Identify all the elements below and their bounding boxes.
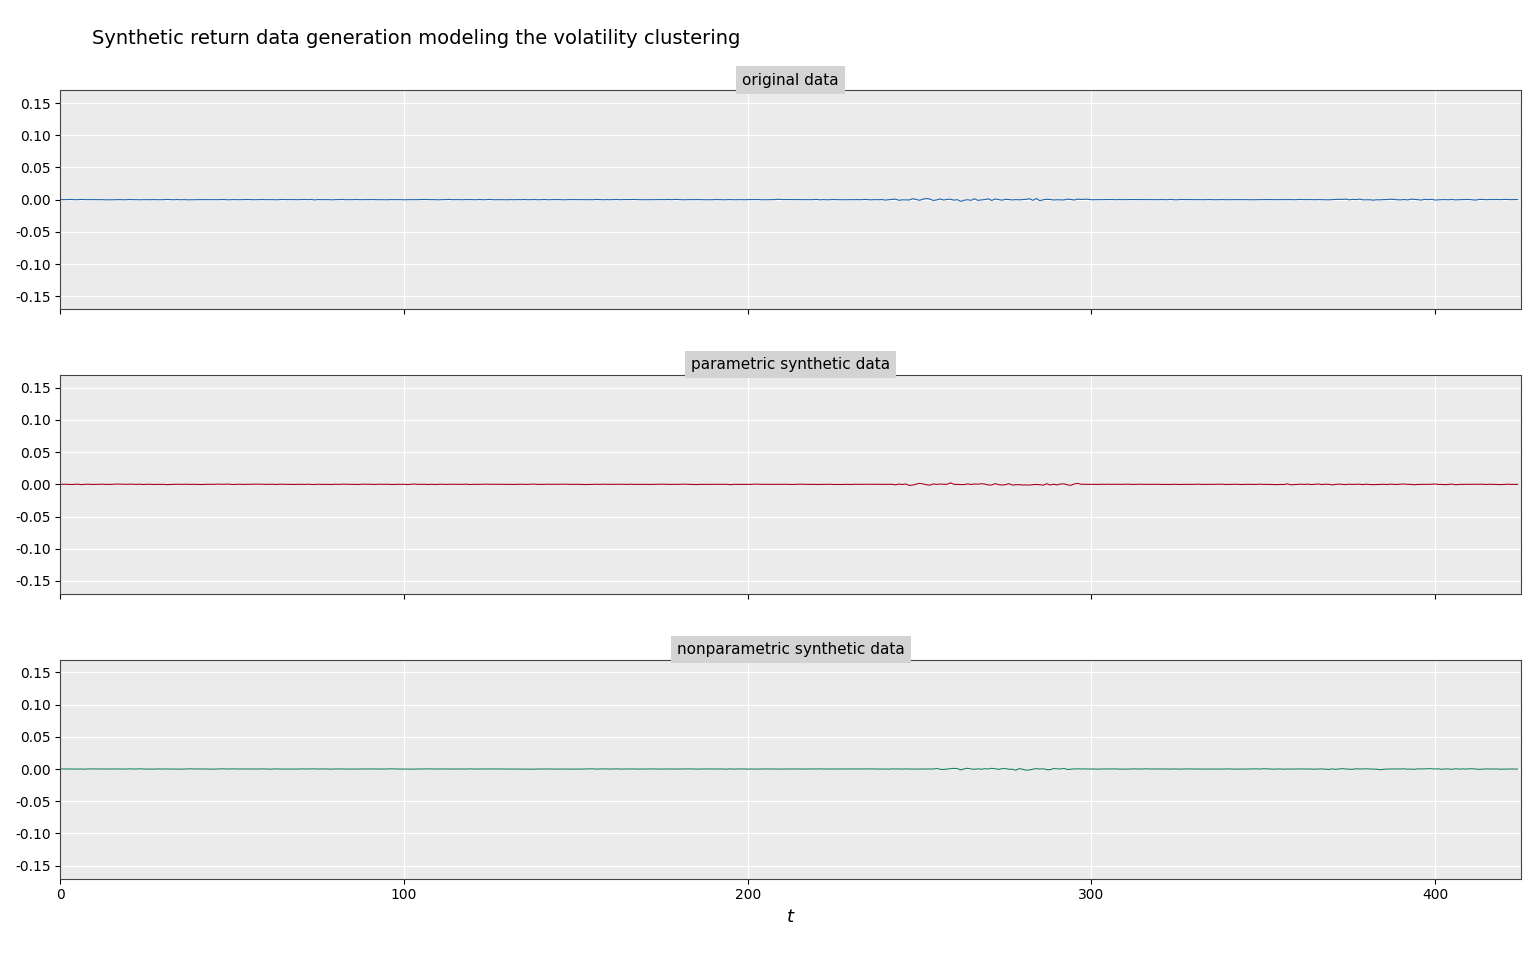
X-axis label: t: t (786, 908, 794, 925)
Title: original data: original data (742, 73, 839, 87)
Title: parametric synthetic data: parametric synthetic data (691, 357, 891, 372)
Title: nonparametric synthetic data: nonparametric synthetic data (677, 642, 905, 657)
Text: Synthetic return data generation modeling the volatility clustering: Synthetic return data generation modelin… (92, 29, 740, 48)
